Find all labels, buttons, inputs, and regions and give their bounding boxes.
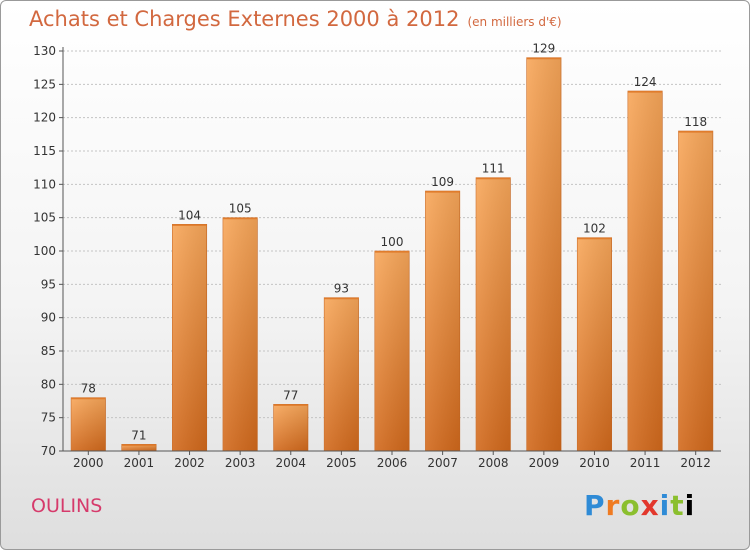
chart-title: Achats et Charges Externes 2000 à 2012 (e… <box>29 7 562 31</box>
y-tick-label: 100 <box>33 244 56 258</box>
x-tick-label: 2008 <box>478 456 509 470</box>
x-tick-label: 2003 <box>225 456 256 470</box>
y-tick-label: 130 <box>33 44 56 58</box>
bar-shade <box>121 444 157 451</box>
y-tick-label: 80 <box>41 377 56 391</box>
data-label: 78 <box>81 382 96 396</box>
data-label: 93 <box>334 282 349 296</box>
y-tick-label: 110 <box>33 177 56 191</box>
x-tick-label: 2001 <box>124 456 155 470</box>
chart-title-text: Achats et Charges Externes 2000 à 2012 <box>29 7 460 31</box>
y-tick-label: 105 <box>33 211 56 225</box>
x-tick-label: 2004 <box>275 456 306 470</box>
bars <box>70 57 714 452</box>
data-label: 111 <box>482 162 505 176</box>
x-tick-label: 2012 <box>680 456 711 470</box>
y-tick-label: 70 <box>41 444 56 458</box>
bar-shade <box>627 91 663 451</box>
logo-letter: i <box>684 489 696 522</box>
bar-shade <box>172 224 207 451</box>
chart-subtitle: (en milliers d'€) <box>467 15 562 29</box>
data-label: 118 <box>684 115 707 129</box>
bar-shade <box>678 131 713 451</box>
x-tick-label: 2005 <box>326 456 357 470</box>
x-tick-label: 2002 <box>174 456 205 470</box>
data-label: 71 <box>131 428 146 442</box>
data-label: 102 <box>583 222 606 236</box>
x-tick-label: 2010 <box>579 456 610 470</box>
bar-shade <box>324 297 359 451</box>
bar-shade <box>374 251 410 451</box>
x-tick-label: 2006 <box>377 456 408 470</box>
logo-letter: r <box>605 489 621 522</box>
logo-letter: P <box>584 489 606 522</box>
bar-shade <box>526 57 562 452</box>
logo-letter: i <box>659 489 671 522</box>
x-tick-label: 2009 <box>529 456 560 470</box>
data-label: 104 <box>178 208 201 222</box>
logo-letter: x <box>640 489 660 522</box>
x-tick-label: 2007 <box>427 456 458 470</box>
bar-shade <box>577 237 612 451</box>
x-tick-label: 2000 <box>73 456 104 470</box>
logo-letter: t <box>670 489 685 522</box>
y-tick-label: 75 <box>41 411 56 425</box>
logo-letter: o <box>620 489 641 522</box>
y-tick-label: 120 <box>33 111 56 125</box>
bar-shade <box>71 397 106 451</box>
data-label: 124 <box>634 75 657 89</box>
x-tick-label: 2011 <box>630 456 661 470</box>
bar-shade <box>222 217 258 451</box>
location-label: OULINS <box>31 495 103 517</box>
y-tick-label: 90 <box>41 311 56 325</box>
axes <box>59 47 721 455</box>
bar-shade <box>273 404 308 451</box>
data-label: 100 <box>381 235 404 249</box>
bar-shade <box>476 177 511 451</box>
y-tick-label: 95 <box>41 277 56 291</box>
proxiti-logo: Proxiti <box>584 489 695 522</box>
data-label: 77 <box>283 388 298 402</box>
labels: 70 75 80 85 90 95 100 105 110 115 120 125 130 78 2000 7… <box>33 42 711 470</box>
data-label: 109 <box>431 175 454 189</box>
y-tick-label: 115 <box>33 144 56 158</box>
y-tick-label: 85 <box>41 344 56 358</box>
data-label: 105 <box>229 202 252 216</box>
y-tick-label: 125 <box>33 77 56 91</box>
bar-shade <box>425 191 460 451</box>
data-label: 129 <box>532 42 555 56</box>
